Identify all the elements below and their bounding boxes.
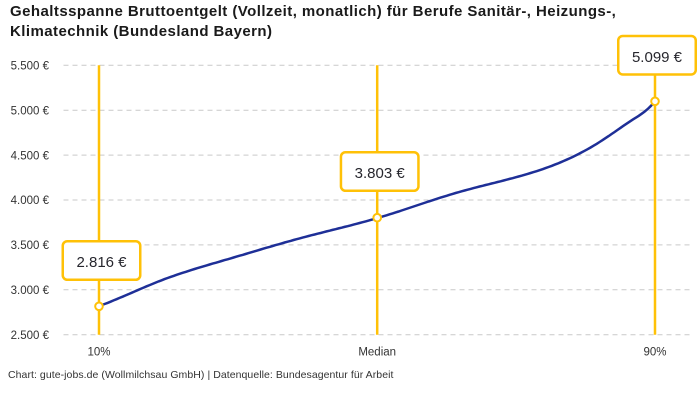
- svg-text:3.000 €: 3.000 €: [11, 285, 50, 297]
- svg-text:3.500 €: 3.500 €: [11, 240, 50, 252]
- svg-text:2.500 €: 2.500 €: [11, 330, 50, 342]
- svg-text:4.000 €: 4.000 €: [11, 195, 50, 207]
- svg-text:2.816 €: 2.816 €: [76, 254, 127, 271]
- svg-text:3.803 €: 3.803 €: [355, 165, 406, 182]
- svg-text:4.500 €: 4.500 €: [11, 150, 50, 162]
- svg-text:5.000 €: 5.000 €: [11, 105, 50, 117]
- svg-text:Median: Median: [358, 346, 396, 358]
- svg-text:10%: 10%: [87, 346, 110, 358]
- svg-text:90%: 90%: [643, 346, 666, 358]
- svg-text:5.500 €: 5.500 €: [11, 61, 50, 73]
- svg-text:5.099 €: 5.099 €: [632, 49, 683, 66]
